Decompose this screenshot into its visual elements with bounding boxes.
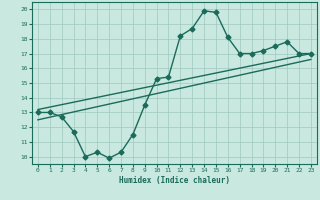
X-axis label: Humidex (Indice chaleur): Humidex (Indice chaleur) [119, 176, 230, 185]
